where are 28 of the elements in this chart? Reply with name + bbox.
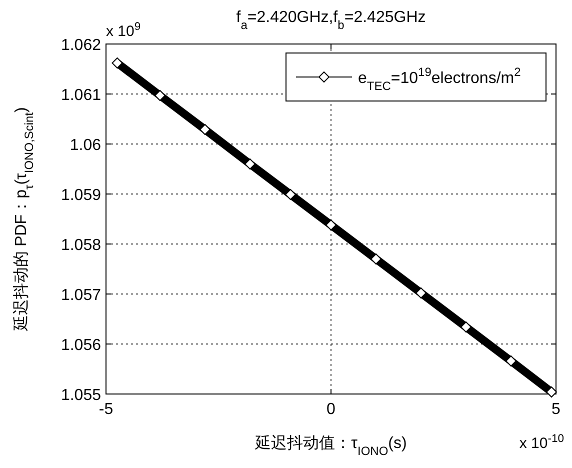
point <box>154 90 166 101</box>
point <box>244 158 256 170</box>
point <box>285 189 296 200</box>
x-tick-label: 5 <box>552 401 561 418</box>
y-tick-label: 1.06 <box>70 137 102 154</box>
y-tick-label: 1.062 <box>60 37 102 54</box>
x-tick-label: 0 <box>326 401 336 418</box>
y-tick-label: 1.057 <box>60 287 102 304</box>
point <box>546 386 557 398</box>
legend-label: e$_{TEC}$=10$^{19}$electrons/m$^{2}$ <box>358 65 522 93</box>
point <box>370 254 382 264</box>
text: x 10$^{9}$ <box>106 21 141 40</box>
point <box>416 288 426 298</box>
y-tick-label: 1.061 <box>60 87 102 104</box>
point <box>460 322 472 332</box>
text: x 10$^{-10}$ <box>519 433 564 452</box>
y-tick-label: 1.055 <box>60 387 102 404</box>
point <box>200 124 210 135</box>
point <box>112 58 123 68</box>
y-tick-label: 1.058 <box>60 237 102 254</box>
legend: e$_{TEC}$=10$^{19}$electrons/m$^{2}$ <box>286 52 546 102</box>
y-tick-label: 1.056 <box>60 337 102 354</box>
chart-title: f$_{a}$=2.420GHz,f$_{b}$=2.425GHz <box>236 9 426 32</box>
x-axis-title: 延迟抖动值：τ$_{IONO}$(s) <box>254 434 407 458</box>
x-tick-label: -5 <box>98 401 114 418</box>
point <box>506 356 516 366</box>
y-tick-label: 1.059 <box>60 187 102 204</box>
point <box>326 220 336 230</box>
